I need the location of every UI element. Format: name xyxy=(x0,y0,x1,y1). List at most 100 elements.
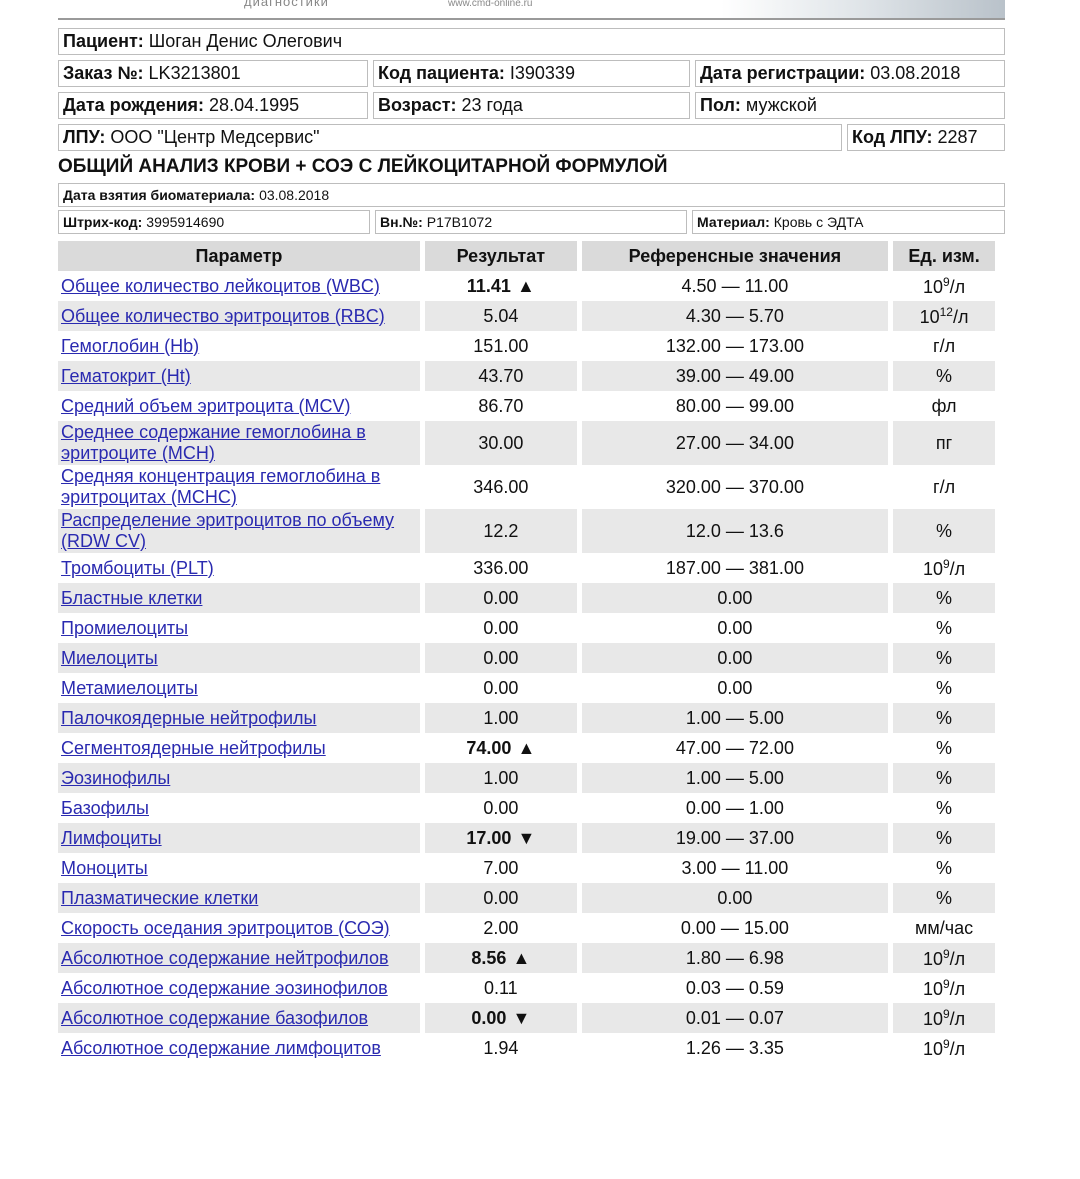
field-value: 23 года xyxy=(461,95,523,115)
result-value: 0.00 xyxy=(483,587,519,608)
unit-suffix: /л xyxy=(949,558,966,579)
param-link[interactable]: Промиелоциты xyxy=(61,617,189,638)
param-cell: Среднее содержание гемоглобина в эритроц… xyxy=(58,421,420,465)
param-link[interactable]: Бластные клетки xyxy=(61,587,203,608)
param-cell: Общее количество лейкоцитов (WBC) xyxy=(58,271,420,301)
info-field: Дата взятия биоматериала: 03.08.2018 xyxy=(58,183,1005,207)
analysis-title: ОБЩИЙ АНАЛИЗ КРОВИ + СОЭ С ЛЕЙКОЦИТАРНОЙ… xyxy=(58,156,668,177)
result-cell: 151.00 xyxy=(425,331,577,361)
field-value: I390339 xyxy=(509,63,575,83)
result-cell: 11.41 ▲ xyxy=(425,271,577,301)
unit: % xyxy=(936,707,953,728)
reference-cell: 0.00 — 1.00 xyxy=(685,797,784,818)
param-link[interactable]: Средняя концентрация гемоглобина в эритр… xyxy=(61,466,381,507)
param-link[interactable]: Распределение эритроцитов по объему (RDW… xyxy=(61,510,395,551)
param-link[interactable]: Абсолютное содержание нейтрофилов xyxy=(61,947,389,968)
result-cell: 0.00 xyxy=(424,883,577,913)
param-link[interactable]: Плазматические клетки xyxy=(61,887,259,908)
param-link[interactable]: Тромбоциты (PLT) xyxy=(61,557,214,578)
unit-cell: фл xyxy=(893,391,995,421)
field-label: Пол: xyxy=(700,95,741,115)
result-cell: 2.00 xyxy=(425,913,577,943)
field-label: Материал: xyxy=(697,214,770,230)
param-link[interactable]: Скорость оседания эритроцитов (СОЭ) xyxy=(61,917,390,938)
result-value: 5.04 xyxy=(483,305,519,326)
reference-cell: 132.00 — 173.00 xyxy=(665,335,804,356)
unit: % xyxy=(936,857,953,878)
result-row: Общее количество эритроцитов (RBC) 5.04 4.… xyxy=(58,301,995,331)
field-value: 03.08.2018 xyxy=(259,187,330,203)
unit-cell: % xyxy=(893,853,995,883)
result-row: Средний объем эритроцита (MCV) 86.70 80.00… xyxy=(58,391,995,421)
result-value: 0.00 xyxy=(483,887,519,908)
column-header: Параметр xyxy=(58,241,420,271)
result-row: Абсолютное содержание лимфоцитов 1.94 1.26… xyxy=(58,1033,995,1063)
result-cell: 346.00 xyxy=(425,465,577,509)
result-flag: ▲ xyxy=(516,275,535,296)
result-value: 0.00 xyxy=(483,647,519,668)
result-value: 43.70 xyxy=(478,365,524,386)
param-link[interactable]: Гематокрит (Ht) xyxy=(61,365,191,386)
param-cell: Абсолютное содержание базофилов xyxy=(58,1003,420,1033)
result-cell: 30.00 xyxy=(424,421,577,465)
result-cell: 74.00 ▲ xyxy=(425,733,577,763)
info-field: Код пациента: I390339 xyxy=(373,60,690,87)
result-cell: 0.11 xyxy=(425,973,577,1003)
param-cell: Абсолютное содержание эозинофилов xyxy=(58,973,420,1003)
result-row: Моноциты 7.00 3.00 — 11.00% xyxy=(58,853,995,883)
field-label: Дата регистрации: xyxy=(700,63,866,83)
info-field: Пациент: Шоган Денис Олегович xyxy=(58,28,1005,55)
result-cell: 0.00 xyxy=(424,643,577,673)
param-link[interactable]: Палочкоядерные нейтрофилы xyxy=(61,707,317,728)
param-link[interactable]: Лимфоциты xyxy=(61,827,162,848)
param-link[interactable]: Абсолютное содержание эозинофилов xyxy=(61,977,388,998)
param-link[interactable]: Гемоглобин (Hb) xyxy=(61,335,200,356)
unit-cell: 109/л xyxy=(893,553,995,583)
field-label: Пациент: xyxy=(63,31,144,51)
param-cell: Эозинофилы xyxy=(58,763,420,793)
unit: % xyxy=(936,617,953,638)
result-cell: 0.00 xyxy=(425,793,577,823)
param-link[interactable]: Метамиелоциты xyxy=(61,677,198,698)
param-link[interactable]: Эозинофилы xyxy=(61,767,171,788)
reference-cell: 80.00 — 99.00 xyxy=(675,395,794,416)
result-cell: 8.56 ▲ xyxy=(424,943,577,973)
field-value: Кровь с ЭДТА xyxy=(773,214,864,230)
unit: % xyxy=(936,647,953,668)
field-value: ООО "Центр Медсервис" xyxy=(110,127,320,147)
result-cell: 7.00 xyxy=(425,853,577,883)
header: диагностики www.cmd-online.ru xyxy=(58,0,1005,20)
unit-cell: пг xyxy=(893,421,995,465)
result-value: 2.00 xyxy=(483,917,519,938)
unit: % xyxy=(936,365,953,386)
reference-cell: 0.01 — 0.07 xyxy=(581,1003,889,1033)
unit-base: 10 xyxy=(919,306,940,327)
result-cell: 0.00 xyxy=(425,673,577,703)
param-link[interactable]: Общее количество эритроцитов (RBC) xyxy=(61,305,385,326)
reference-cell: 0.00 xyxy=(581,883,889,913)
result-value: 1.00 xyxy=(483,707,519,728)
reference-cell: 39.00 — 49.00 xyxy=(581,361,889,391)
result-row: Абсолютное содержание нейтрофилов 8.56 ▲ 1.… xyxy=(58,943,995,973)
param-link[interactable]: Абсолютное содержание базофилов xyxy=(61,1007,369,1028)
result-cell: 5.04 xyxy=(424,301,577,331)
reference-cell: 27.00 — 34.00 xyxy=(581,421,889,465)
unit-suffix: /л xyxy=(949,1038,966,1059)
param-link[interactable]: Сегментоядерные нейтрофилы xyxy=(61,737,326,758)
result-cell: 0.00 xyxy=(425,613,577,643)
param-link[interactable]: Общее количество лейкоцитов (WBC) xyxy=(61,275,380,296)
param-cell: Плазматические клетки xyxy=(58,883,420,913)
result-row: Абсолютное содержание базофилов 0.00 ▼ 0.01… xyxy=(58,1003,995,1033)
reference-cell: 47.00 — 72.00 xyxy=(675,737,794,758)
param-link[interactable]: Абсолютное содержание лимфоцитов xyxy=(61,1037,381,1058)
param-link[interactable]: Средний объем эритроцита (MCV) xyxy=(61,395,351,416)
param-link[interactable]: Среднее содержание гемоглобина в эритроц… xyxy=(61,422,366,463)
result-flag: ▲ xyxy=(517,737,536,758)
param-link[interactable]: Базофилы xyxy=(61,797,149,818)
param-link[interactable]: Миелоциты xyxy=(61,647,158,668)
unit-base: 10 xyxy=(922,276,943,297)
column-header: Ед. изм. xyxy=(893,241,995,271)
param-cell: Гемоглобин (Hb) xyxy=(58,331,420,361)
result-row: Базофилы 0.00 0.00 — 1.00% xyxy=(58,793,995,823)
param-link[interactable]: Моноциты xyxy=(61,857,148,878)
